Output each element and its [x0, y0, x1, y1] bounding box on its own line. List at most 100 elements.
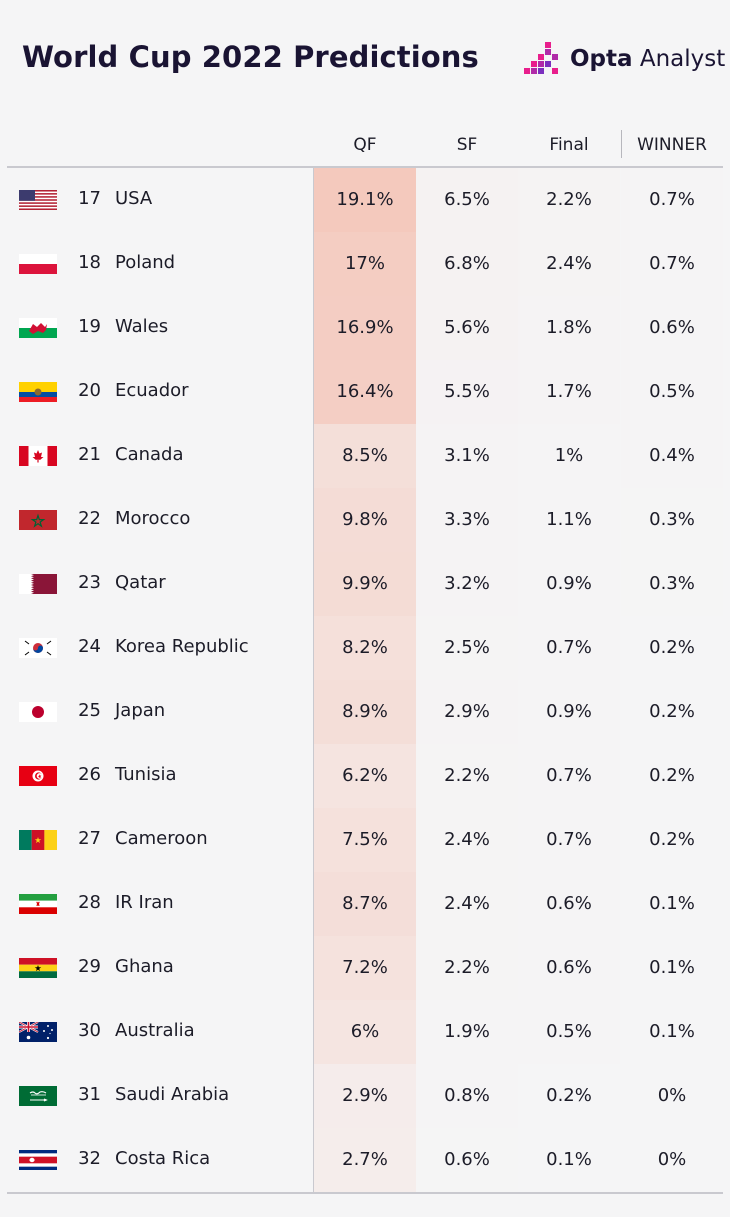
wales-flag-icon — [19, 318, 57, 338]
table-row: 26 Tunisia 6.2% 2.2% 0.7% 0.2% — [7, 744, 723, 808]
cell-sf: 6.5% — [416, 168, 518, 232]
table-row: 24 Korea Republic 8.2% 2.5% 0.7% 0.2% — [7, 616, 723, 680]
cell-final: 2.4% — [518, 232, 620, 296]
team-rank: 29 — [78, 956, 101, 977]
team-name: Ghana — [115, 956, 174, 977]
cell-qf: 8.5% — [314, 424, 416, 488]
cell-qf: 17% — [314, 232, 416, 296]
cell-final: 0.5% — [518, 1000, 620, 1064]
ecuador-flag-icon — [19, 382, 57, 402]
cameroon-flag-icon — [19, 830, 57, 850]
team-name: Japan — [115, 700, 166, 721]
cell-winner: 0% — [621, 1128, 723, 1192]
cell-qf: 8.2% — [314, 616, 416, 680]
cell-winner: 0.1% — [621, 1000, 723, 1064]
table-row: 31 Saudi Arabia 2.9% 0.8% 0.2% 0% — [7, 1064, 723, 1128]
cell-qf: 16.4% — [314, 360, 416, 424]
cell-final: 1.1% — [518, 488, 620, 552]
saudi-arabia-flag-icon — [19, 1086, 57, 1106]
table-row: 25 Japan 8.9% 2.9% 0.9% 0.2% — [7, 680, 723, 744]
cell-qf: 7.5% — [314, 808, 416, 872]
cell-winner: 0.6% — [621, 296, 723, 360]
costa-rica-flag-icon — [19, 1150, 57, 1170]
table-header: QF SF Final WINNER — [7, 128, 723, 168]
iran-flag-icon — [19, 894, 57, 914]
cell-final: 0.9% — [518, 680, 620, 744]
cell-winner: 0.1% — [621, 936, 723, 1000]
table-row: 18 Poland 17% 6.8% 2.4% 0.7% — [7, 232, 723, 296]
tunisia-flag-icon — [19, 766, 57, 786]
table-row: 17 USA 19.1% 6.5% 2.2% 0.7% — [7, 168, 723, 232]
team-name: Qatar — [115, 572, 166, 593]
team-rank: 20 — [78, 380, 101, 401]
table-body: 17 USA 19.1% 6.5% 2.2% 0.7% 18 Poland 17% 6.8% 2.4… — [7, 168, 723, 1194]
cell-sf: 3.3% — [416, 488, 518, 552]
cell-winner: 0.4% — [621, 424, 723, 488]
cell-sf: 6.8% — [416, 232, 518, 296]
team-name: Ecuador — [115, 380, 189, 401]
ghana-flag-icon — [19, 958, 57, 978]
canada-flag-icon — [19, 446, 57, 466]
team-name: Korea Republic — [115, 636, 249, 657]
team-rank: 31 — [78, 1084, 101, 1105]
page-title: World Cup 2022 Predictions — [22, 40, 479, 74]
cell-winner: 0% — [621, 1064, 723, 1128]
team-rank: 28 — [78, 892, 101, 913]
cell-final: 0.2% — [518, 1064, 620, 1128]
cell-winner: 0.2% — [621, 616, 723, 680]
table-row: 28 IR Iran 8.7% 2.4% 0.6% 0.1% — [7, 872, 723, 936]
team-rank: 22 — [78, 508, 101, 529]
opta-analyst-wordmark: Opta Analyst — [570, 46, 726, 72]
team-name: Poland — [115, 252, 176, 273]
team-rank: 27 — [78, 828, 101, 849]
cell-final: 0.6% — [518, 936, 620, 1000]
cell-final: 1.7% — [518, 360, 620, 424]
predictions-table: QF SF Final WINNER 17 USA 19.1% 6.5% 2.2% 0.7… — [7, 128, 723, 1194]
cell-qf: 19.1% — [314, 168, 416, 232]
cell-qf: 6.2% — [314, 744, 416, 808]
team-name: Wales — [115, 316, 169, 337]
cell-sf: 2.2% — [416, 936, 518, 1000]
team-rank: 32 — [78, 1148, 101, 1169]
team-name: Saudi Arabia — [115, 1084, 230, 1105]
table-row: 32 Costa Rica 2.7% 0.6% 0.1% 0% — [7, 1128, 723, 1192]
table-row: 27 Cameroon 7.5% 2.4% 0.7% 0.2% — [7, 808, 723, 872]
morocco-flag-icon — [19, 510, 57, 530]
cell-sf: 2.9% — [416, 680, 518, 744]
cell-qf: 9.8% — [314, 488, 416, 552]
cell-sf: 0.6% — [416, 1128, 518, 1192]
cell-sf: 1.9% — [416, 1000, 518, 1064]
team-rank: 21 — [78, 444, 101, 465]
team-name: Costa Rica — [115, 1148, 211, 1169]
cell-final: 0.7% — [518, 808, 620, 872]
cell-winner: 0.2% — [621, 808, 723, 872]
table-row: 21 Canada 8.5% 3.1% 1% 0.4% — [7, 424, 723, 488]
team-name: Tunisia — [115, 764, 177, 785]
poland-flag-icon — [19, 254, 57, 274]
korea-flag-icon — [19, 638, 57, 658]
team-name: Morocco — [115, 508, 191, 529]
cell-winner: 0.5% — [621, 360, 723, 424]
column-header-winner: WINNER — [637, 135, 707, 155]
cell-winner: 0.3% — [621, 488, 723, 552]
qatar-flag-icon — [19, 574, 57, 594]
cell-sf: 2.5% — [416, 616, 518, 680]
table-row: 30 Australia 6% 1.9% 0.5% 0.1% — [7, 1000, 723, 1064]
cell-qf: 8.9% — [314, 680, 416, 744]
team-rank: 23 — [78, 572, 101, 593]
header-divider — [621, 130, 622, 158]
cell-qf: 7.2% — [314, 936, 416, 1000]
cell-final: 0.1% — [518, 1128, 620, 1192]
table-row: 20 Ecuador 16.4% 5.5% 1.7% 0.5% — [7, 360, 723, 424]
team-rank: 30 — [78, 1020, 101, 1041]
cell-winner: 0.7% — [621, 168, 723, 232]
cell-final: 1% — [518, 424, 620, 488]
team-rank: 17 — [78, 188, 101, 209]
cell-final: 0.7% — [518, 616, 620, 680]
opta-analyst-logo: Opta Analyst — [524, 40, 725, 78]
team-rank: 18 — [78, 252, 101, 273]
australia-flag-icon — [19, 1022, 57, 1042]
cell-sf: 5.5% — [416, 360, 518, 424]
japan-flag-icon — [19, 702, 57, 722]
team-rank: 19 — [78, 316, 101, 337]
